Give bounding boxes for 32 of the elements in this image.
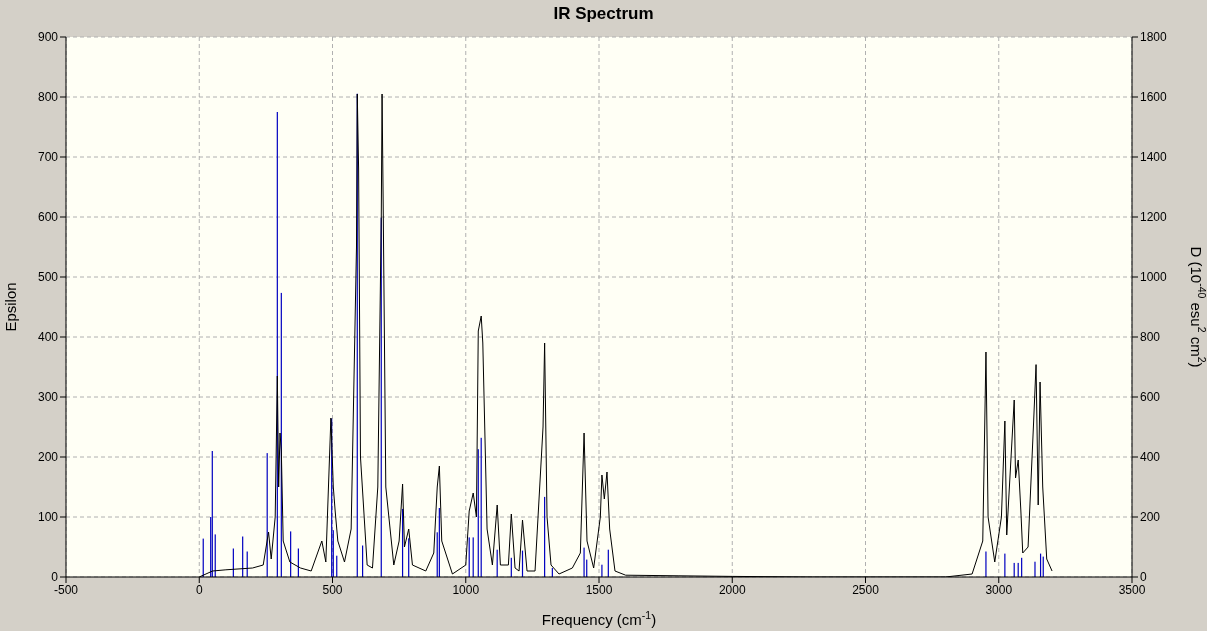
x-tick-label: -500 [53,582,79,597]
y2-tick-label: 0 [1140,570,1147,585]
y2-tick-label: 600 [1140,390,1161,405]
y2-tick-label: 400 [1140,450,1161,465]
x-tick-label: 2000 [718,582,746,597]
y-tick-label: 200 [37,450,59,465]
x-tick-label: 3000 [985,582,1013,597]
y-axis-title: Epsilon [1,282,19,332]
y2-tick-label: 800 [1140,330,1161,345]
y2-tick-label: 1000 [1140,270,1168,285]
y2-tick-label: 200 [1140,510,1161,525]
y-tick-label: 400 [37,330,59,345]
y-tick-label: 300 [37,390,59,405]
y-tick-label: 0 [51,570,59,585]
y-tick-label: 800 [37,90,59,105]
x-tick-label: 500 [322,582,343,597]
x-tick-label: 0 [195,582,203,597]
y2-tick-label: 1400 [1140,150,1168,165]
x-tick-label: 3500 [1118,582,1146,597]
y-tick-label: 900 [37,30,59,45]
x-tick-label: 1500 [585,582,613,597]
x-axis-title: Frequency (cm$^{-1}$) [541,609,657,628]
chart-title: IR Spectrum [552,4,655,24]
x-tick-label: 1000 [452,582,480,597]
y-tick-label: 600 [37,210,59,225]
y-tick-label: 700 [37,150,59,165]
y-tick-label: 100 [37,510,59,525]
y-tick-label: 500 [37,270,59,285]
y2-tick-label: 1800 [1140,30,1168,45]
y2-tick-label: 1600 [1140,90,1168,105]
y2-tick-label: 1200 [1140,210,1168,225]
x-tick-label: 2500 [852,582,880,597]
